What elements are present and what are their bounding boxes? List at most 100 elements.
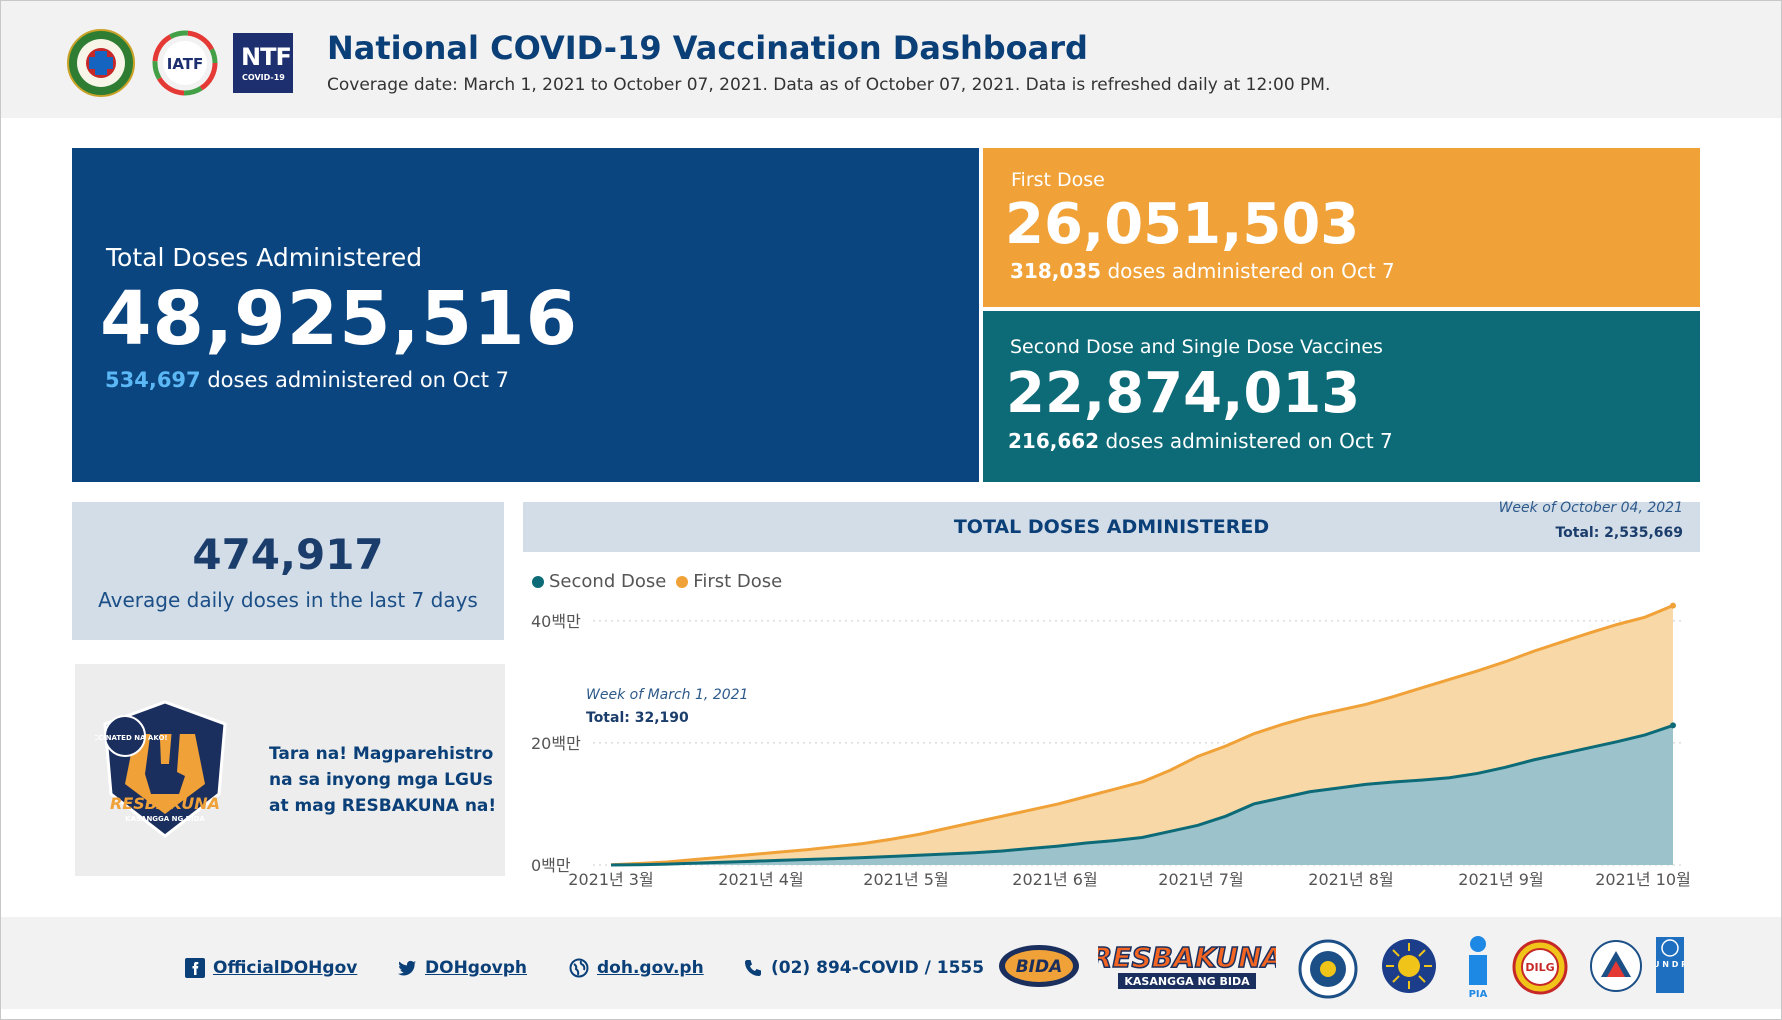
footer-bar: OfficialDOHgov DOHgovph doh.gov.ph (02) … — [1, 917, 1781, 1009]
phone-contact: (02) 894-COVID / 1555 — [743, 958, 984, 978]
annotation-start-total: Total: 32,190 — [586, 710, 689, 726]
y-tick-label: 0백만 — [531, 856, 571, 875]
promo-line-2: na sa inyong mga LGUs — [269, 770, 493, 790]
first-dose-line — [610, 604, 1674, 867]
x-tick-label: 2021년 9월 — [1458, 870, 1543, 889]
legend-first-dose-swatch — [676, 575, 689, 588]
phone-icon — [745, 960, 761, 976]
x-tick-label: 2021년 5월 — [863, 870, 948, 889]
government-seal-logo — [1382, 939, 1436, 993]
average-daily-label: Average daily doses in the last 7 days — [98, 588, 478, 612]
twitter-icon — [398, 960, 416, 976]
x-tick-label: 2021년 4월 — [718, 870, 803, 889]
ntf-logo-text: NTF — [241, 43, 292, 71]
first-dose-daily-value: 318,035 — [1010, 259, 1102, 283]
resbakuna-logo: RESBAKUNA KASANGGA NG BIDA — [1098, 940, 1276, 989]
total-doses-daily-suffix: doses administered on Oct 7 — [200, 368, 509, 392]
legend-second-dose-swatch — [532, 575, 544, 588]
bida-logo: BIDA — [999, 945, 1079, 987]
promo-line-1: Tara na! Magparehistro — [269, 744, 494, 764]
website-url[interactable]: doh.gov.ph — [597, 958, 704, 978]
average-daily-card: 474,917 Average daily doses in the last … — [72, 502, 504, 640]
facebook-handle[interactable]: OfficialDOHgov — [213, 958, 358, 978]
badge-resbakuna-text: RESBAKUNA — [110, 794, 220, 813]
chart-y-ticks: 0백만 20백만 40백만 — [531, 612, 581, 875]
phone-number: (02) 894-COVID / 1555 — [771, 958, 985, 978]
chart-header: TOTAL DOSES ADMINISTERED — [523, 502, 1700, 552]
resbakuna-promo: VACCINATED NA AKO! RESBAKUNA KASANGGA NG… — [75, 664, 505, 876]
second-dose-value: 22,874,013 — [1006, 361, 1361, 426]
badge-sub-text: KASANGGA NG BIDA — [125, 815, 205, 823]
legend-second-dose-label: Second Dose — [549, 571, 667, 592]
x-tick-label: 2021년 10월 — [1595, 870, 1691, 889]
x-tick-label: 2021년 8월 — [1308, 870, 1393, 889]
website-link[interactable]: doh.gov.ph — [569, 958, 704, 978]
y-tick-label: 20백만 — [531, 734, 581, 753]
page-title: National COVID-19 Vaccination Dashboard — [327, 29, 1088, 67]
total-doses-daily: 534,697 doses administered on Oct 7 — [105, 368, 509, 392]
legend-first-dose-label: First Dose — [693, 571, 783, 592]
dilg-logo-text: DILG — [1525, 961, 1554, 974]
first-dose-value: 26,051,503 — [1005, 192, 1360, 257]
pia-logo: PIA — [1469, 936, 1488, 999]
promo-message: Tara na! Magparehistro na sa inyong mga … — [269, 741, 499, 819]
ntf-logo: NTF COVID-19 — [233, 33, 293, 93]
iatf-logo: IATF — [152, 30, 218, 96]
vaccinated-badge-icon: VACCINATED NA AKO! RESBAKUNA KASANGGA NG… — [95, 700, 227, 838]
resbakuna-logo-text: RESBAKUNA — [1098, 941, 1276, 974]
badge-top-text: VACCINATED NA AKO! — [95, 734, 168, 742]
first-dose-area — [611, 605, 1673, 865]
twitter-handle[interactable]: DOHgovph — [425, 958, 527, 978]
ntf-logo-subtext: COVID-19 — [242, 73, 285, 82]
second-dose-area — [611, 725, 1673, 865]
resbakuna-logo-subtext: KASANGGA NG BIDA — [1124, 975, 1250, 988]
total-doses-daily-value: 534,697 — [105, 368, 201, 392]
facebook-link[interactable]: OfficialDOHgov — [185, 958, 357, 978]
promo-line-3: at mag RESBAKUNA na! — [269, 796, 497, 816]
total-doses-card: Total Doses Administered 48,925,516 534,… — [72, 148, 979, 482]
pia-logo-text: PIA — [1469, 989, 1488, 999]
header-bar: IATF NTF COVID-19 National COVID-19 Vacc… — [1, 1, 1781, 118]
first-dose-daily: 318,035 doses administered on Oct 7 — [1010, 259, 1395, 283]
total-doses-value: 48,925,516 — [100, 276, 579, 362]
second-dose-daily-suffix: doses administered on Oct 7 — [1099, 429, 1393, 453]
second-dose-card: Second Dose and Single Dose Vaccines 22,… — [983, 311, 1700, 482]
second-dose-line — [610, 723, 1674, 867]
x-tick-label: 2021년 6월 — [1012, 870, 1097, 889]
undp-logo: U N D P — [1656, 937, 1684, 993]
x-tick-label: 2021년 3월 — [568, 870, 653, 889]
annotation-start-week: Week of March 1, 2021 — [586, 687, 748, 703]
twitter-link[interactable]: DOHgovph — [397, 958, 527, 978]
chart-title: TOTAL DOSES ADMINISTERED — [953, 516, 1270, 538]
chart-x-ticks: 2021년 3월 2021년 4월 2021년 5월 2021년 6월 2021년 7월… — [568, 870, 1691, 889]
annotation-end-week: Week of October 04, 2021 — [1499, 500, 1683, 516]
second-dose-end-point — [1670, 722, 1676, 729]
facebook-icon — [185, 958, 205, 978]
bida-logo-text: BIDA — [1016, 957, 1063, 977]
department-seal-logo — [1590, 940, 1642, 992]
chart-areas — [610, 602, 1676, 867]
legend-first-dose[interactable]: First Dose — [676, 571, 782, 592]
first-dose-end-point — [1670, 602, 1676, 609]
chart-legend: Second Dose First Dose — [532, 571, 792, 592]
undp-logo-text: U N D P — [1656, 960, 1684, 969]
doh-seal-logo — [67, 29, 135, 97]
first-dose-label: First Dose — [1011, 169, 1105, 191]
first-dose-daily-suffix: doses administered on Oct 7 — [1101, 259, 1395, 283]
first-dose-card: First Dose 26,051,503 318,035 doses admi… — [983, 148, 1700, 307]
dilg-logo: DILG — [1512, 939, 1568, 995]
iatf-logo-text: IATF — [167, 55, 204, 73]
annotation-end-total: Total: 2,535,669 — [1555, 525, 1683, 541]
legend-second-dose[interactable]: Second Dose — [532, 571, 666, 592]
total-doses-label: Total Doses Administered — [106, 243, 423, 272]
x-tick-label: 2021년 7월 — [1158, 870, 1243, 889]
average-daily-value: 474,917 — [192, 530, 384, 579]
presidential-seal-logo — [1298, 939, 1358, 999]
second-dose-daily: 216,662 doses administered on Oct 7 — [1008, 429, 1393, 453]
y-tick-label: 40백만 — [531, 612, 581, 631]
second-dose-daily-value: 216,662 — [1008, 429, 1100, 453]
globe-icon — [569, 958, 589, 978]
second-dose-label: Second Dose and Single Dose Vaccines — [1010, 336, 1383, 358]
coverage-date: Coverage date: March 1, 2021 to October … — [327, 75, 1331, 95]
